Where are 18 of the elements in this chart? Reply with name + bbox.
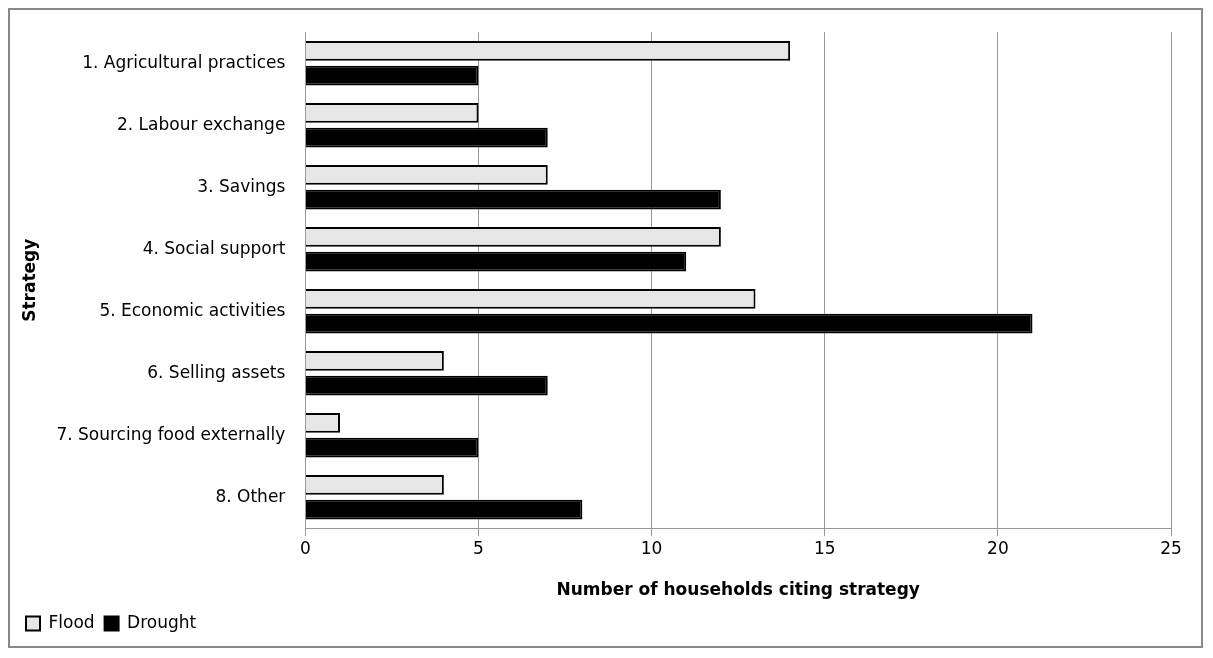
y-tick-label: 7. Sourcing food externally [56,423,286,444]
x-tick-label: 15 [813,537,836,558]
legend-label: Flood [48,611,95,632]
x-tick-label: 25 [1160,537,1182,558]
x-tick-label: 20 [987,537,1009,558]
y-tick-label: 3. Savings [197,175,286,196]
y-axis-title: Strategy [18,238,39,322]
x-tick-label: 0 [299,537,311,558]
y-tick-label: 6. Selling assets [147,361,286,382]
y-tick-label: 1. Agricultural practices [82,51,286,72]
y-tick-label: 5. Economic activities [99,299,286,320]
y-tick-label: 4. Social support [142,237,286,258]
y-tick-label: 8. Other [215,485,286,506]
legend-label: Drought [127,611,197,632]
x-tick-label: 5 [473,537,484,558]
x-axis-title: Number of households citing strategy [556,579,920,600]
y-tick-label: 2. Labour exchange [117,113,286,134]
x-tick-label: 10 [640,537,663,558]
